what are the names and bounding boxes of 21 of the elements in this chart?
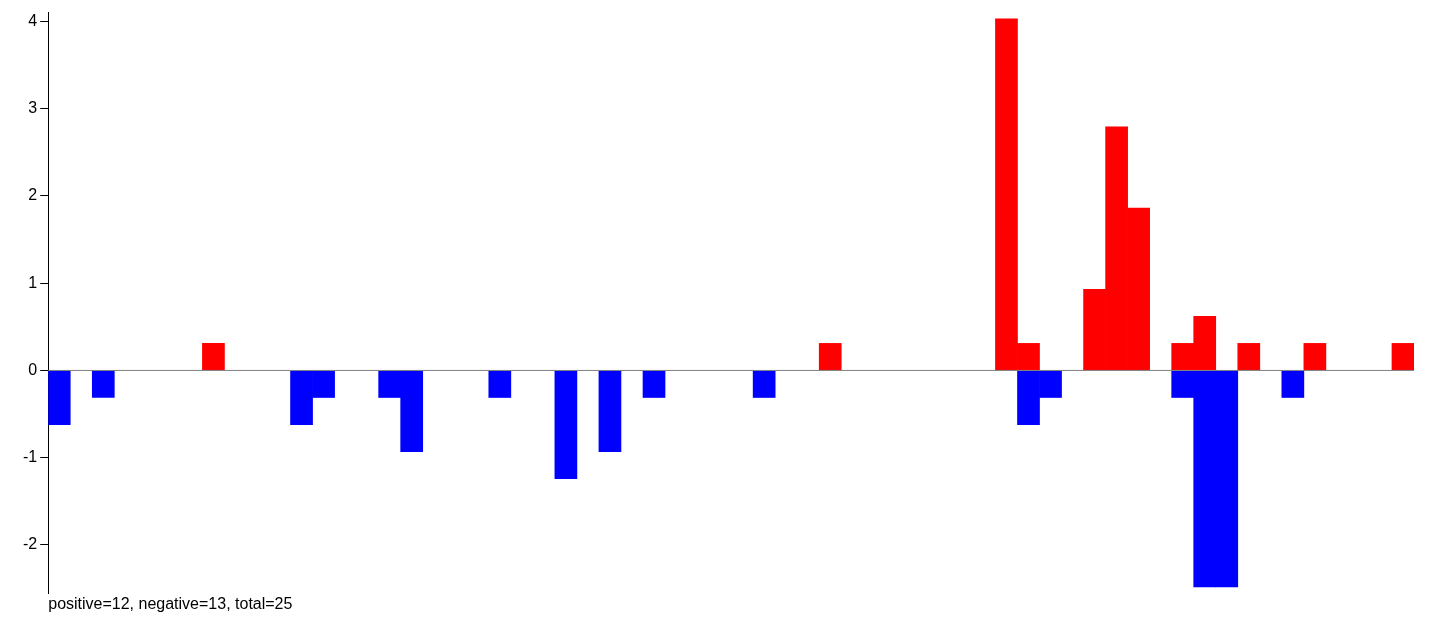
bar bbox=[598, 370, 622, 452]
y-tick-label: 1 bbox=[28, 273, 38, 291]
bar bbox=[1237, 343, 1261, 371]
text: positive=12, negative=13, total=25 bbox=[48, 595, 293, 612]
bar bbox=[1281, 370, 1305, 398]
y-tick-label: -2 bbox=[22, 535, 38, 553]
y-tick-label: 2 bbox=[28, 186, 38, 204]
bar bbox=[818, 343, 842, 371]
y-tick-label: 0 bbox=[28, 360, 38, 378]
bar bbox=[202, 343, 225, 371]
bar bbox=[91, 370, 115, 398]
bar bbox=[1391, 343, 1414, 371]
bar bbox=[642, 370, 666, 398]
y-tick-label: 4 bbox=[28, 11, 38, 29]
y-tick-label: 3 bbox=[28, 99, 38, 117]
bar bbox=[1303, 343, 1327, 371]
bar bbox=[48, 370, 71, 425]
bar bbox=[554, 370, 578, 479]
bar bbox=[752, 370, 776, 398]
y-tick-label: -1 bbox=[22, 448, 38, 466]
bar bbox=[488, 370, 512, 398]
